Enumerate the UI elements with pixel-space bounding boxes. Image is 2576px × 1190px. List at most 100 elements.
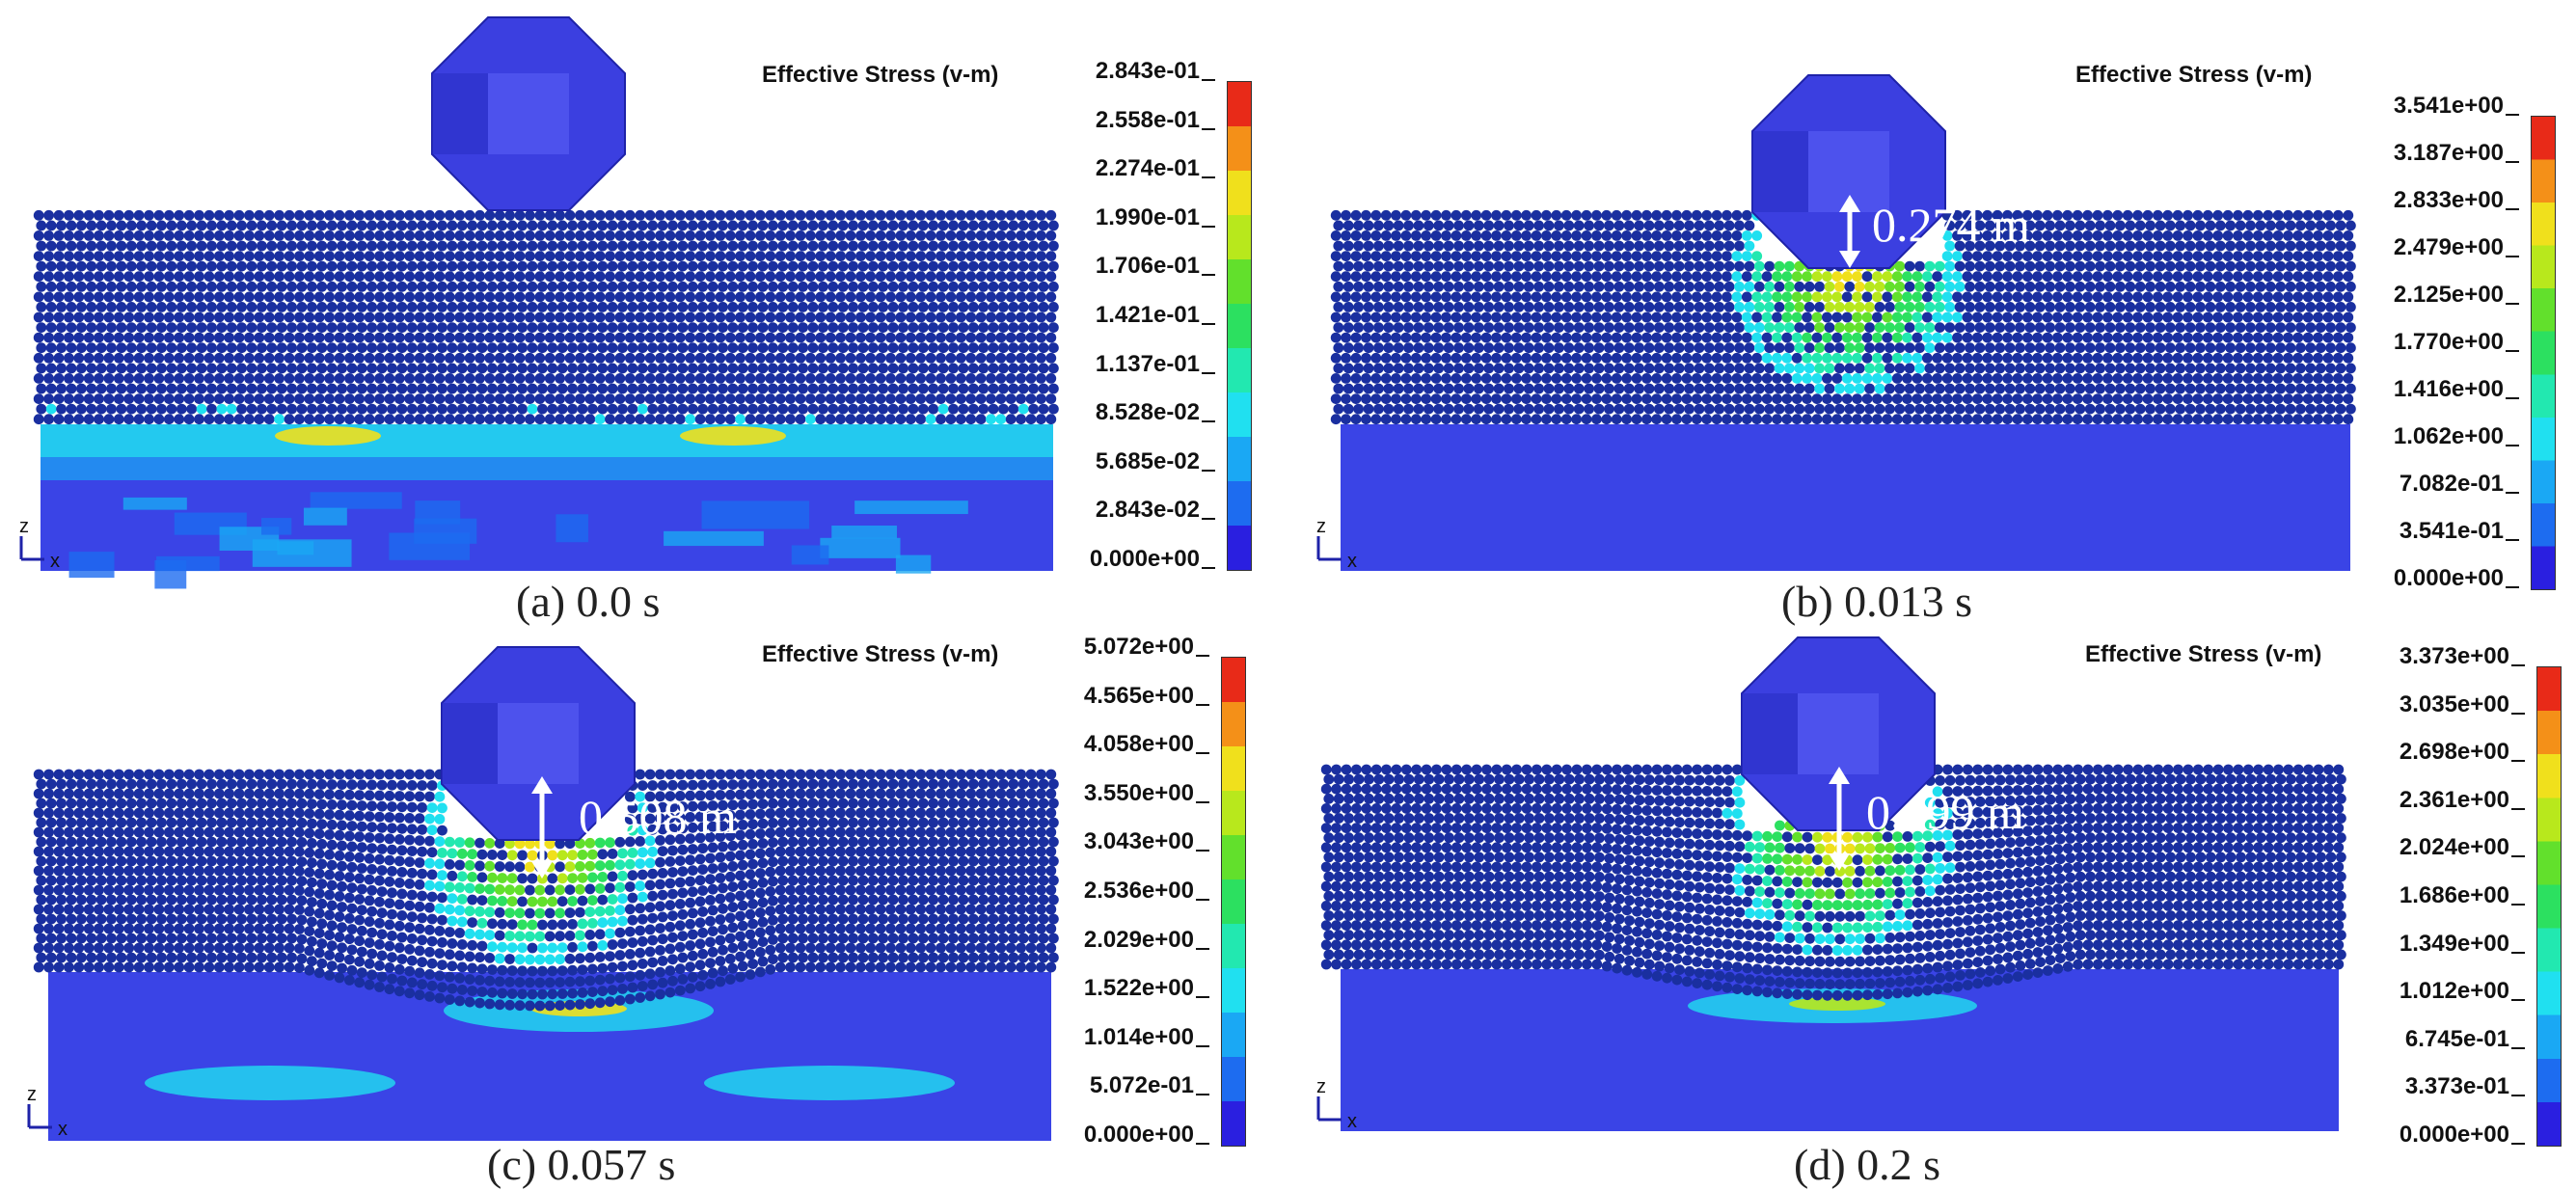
particle: [976, 271, 987, 282]
particle: [735, 393, 746, 404]
particle: [357, 342, 367, 353]
particle: [928, 837, 938, 848]
particle: [404, 333, 415, 343]
particle: [347, 842, 358, 852]
particle: [2032, 393, 2043, 404]
particle: [114, 789, 124, 799]
particle: [637, 342, 648, 353]
particle: [608, 322, 618, 333]
particle: [635, 312, 645, 323]
particle: [1894, 364, 1905, 374]
particle: [335, 312, 345, 323]
particle: [1632, 251, 1642, 261]
particle: [1008, 241, 1018, 252]
particle: [1424, 302, 1434, 312]
particle: [424, 373, 435, 384]
particle: [164, 333, 175, 343]
particle: [605, 271, 615, 282]
particle: [1722, 373, 1732, 384]
particle: [2112, 373, 2123, 384]
particle: [575, 251, 585, 261]
particle: [989, 261, 999, 272]
particle: [307, 798, 317, 809]
particle: [1855, 404, 1865, 415]
particle: [1424, 282, 1434, 292]
particle: [2183, 292, 2193, 303]
particle: [197, 322, 207, 333]
particle: [1764, 384, 1775, 394]
particle: [1391, 292, 1401, 303]
particle: [775, 210, 786, 221]
particle: [2145, 241, 2156, 252]
particle: [1864, 302, 1875, 312]
particle: [397, 302, 408, 312]
particle: [1972, 353, 1983, 364]
particle: [236, 818, 247, 828]
particle: [785, 292, 796, 303]
particle: [1714, 384, 1724, 394]
particle: [637, 384, 648, 394]
particle: [1464, 282, 1475, 292]
particle: [645, 353, 656, 364]
particle: [1902, 393, 1912, 404]
particle: [1662, 230, 1672, 241]
particle: [1671, 393, 1682, 404]
particle: [1373, 221, 1384, 231]
particle: [365, 832, 375, 843]
particle: [134, 251, 145, 261]
particle: [1834, 364, 1845, 374]
particle: [1594, 404, 1605, 415]
particle: [725, 770, 736, 780]
particle: [1331, 210, 1342, 221]
particle: [678, 364, 689, 374]
particle: [366, 822, 377, 832]
particle: [1651, 292, 1662, 303]
particle: [507, 282, 518, 292]
particle: [1533, 364, 1544, 374]
particle: [277, 261, 287, 272]
particle: [1353, 364, 1364, 374]
particle: [878, 364, 888, 374]
particle: [885, 414, 896, 424]
particle: [184, 312, 195, 323]
particle: [36, 302, 46, 312]
particle: [647, 404, 658, 415]
particle: [747, 261, 758, 272]
particle: [2346, 404, 2356, 415]
particle: [1922, 353, 1933, 364]
particle: [54, 271, 65, 282]
particle: [286, 282, 297, 292]
particle: [805, 292, 816, 303]
particle: [2045, 404, 2055, 415]
particle: [625, 333, 636, 343]
particle: [555, 292, 565, 303]
particle: [2305, 404, 2316, 415]
particle: [445, 353, 455, 364]
particle: [788, 282, 799, 292]
particle: [1551, 353, 1561, 364]
particle: [504, 230, 515, 241]
particle: [2102, 353, 2113, 364]
particle: [1504, 221, 1514, 231]
particle: [755, 809, 766, 820]
particle: [1634, 364, 1644, 374]
particle: [447, 241, 458, 252]
particle: [206, 798, 217, 809]
particle: [194, 271, 204, 282]
stress-patch: [854, 500, 968, 514]
particle: [457, 221, 468, 231]
particle: [1875, 364, 1885, 374]
particle: [1722, 312, 1732, 323]
particle: [1571, 393, 1582, 404]
particle: [1491, 333, 1502, 343]
particle: [827, 364, 838, 374]
particle: [244, 210, 255, 221]
particle: [708, 404, 719, 415]
particle: [96, 261, 107, 272]
particle: [327, 342, 338, 353]
particle: [64, 210, 74, 221]
particle: [1561, 393, 1572, 404]
particle: [2015, 322, 2025, 333]
particle: [94, 827, 104, 838]
particle: [96, 818, 107, 828]
